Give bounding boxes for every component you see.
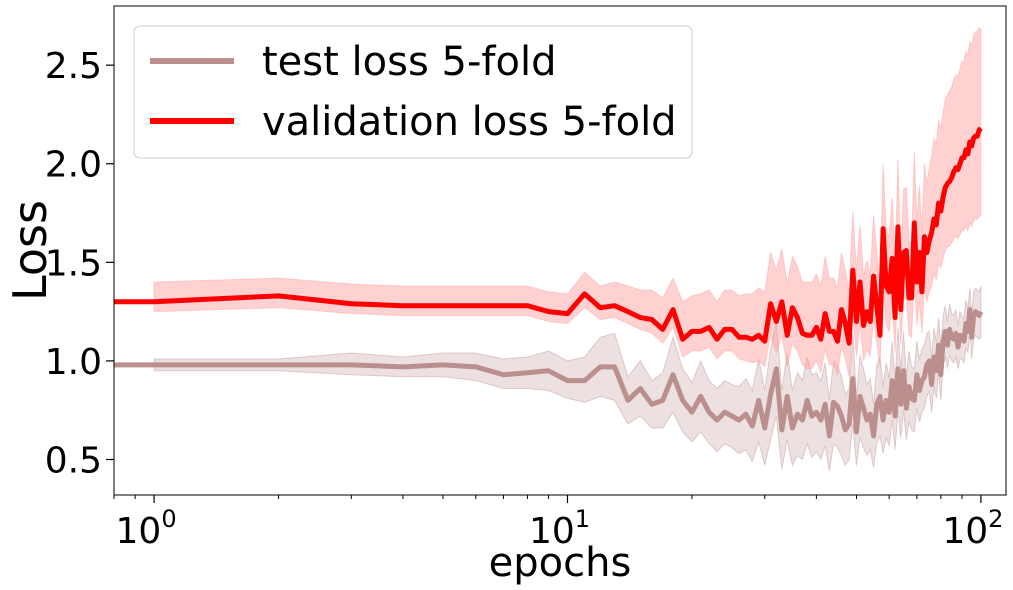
- confidence-band-2: [153, 26, 982, 377]
- x-tick-label: 102: [942, 505, 1003, 552]
- legend-label-1: test loss 5-fold: [262, 39, 556, 85]
- x-tick-label: 100: [116, 505, 177, 552]
- y-axis-label: Loss: [3, 200, 57, 301]
- y-tick-label: 1.5: [45, 243, 102, 284]
- series-line-2: [114, 126, 983, 346]
- series-line-1: [114, 307, 984, 439]
- series-lines: [114, 126, 984, 439]
- y-tick-label: 0.5: [45, 441, 102, 482]
- x-tick-label: 101: [529, 505, 590, 552]
- legend: test loss 5-fold validation loss 5-fold: [133, 25, 693, 159]
- y-axis: 0.5 1.0 1.5 2.0 2.5: [45, 46, 114, 482]
- legend-label-2: validation loss 5-fold: [262, 99, 677, 145]
- y-tick-label: 1.0: [45, 342, 102, 383]
- x-axis: 100 101 102: [113, 495, 1003, 552]
- plot-frame: [113, 5, 1007, 496]
- y-tick-label: 2.5: [45, 46, 102, 87]
- legend-frame: [133, 25, 693, 159]
- y-tick-label: 2.0: [45, 145, 102, 186]
- x-axis-label: epochs: [489, 540, 632, 586]
